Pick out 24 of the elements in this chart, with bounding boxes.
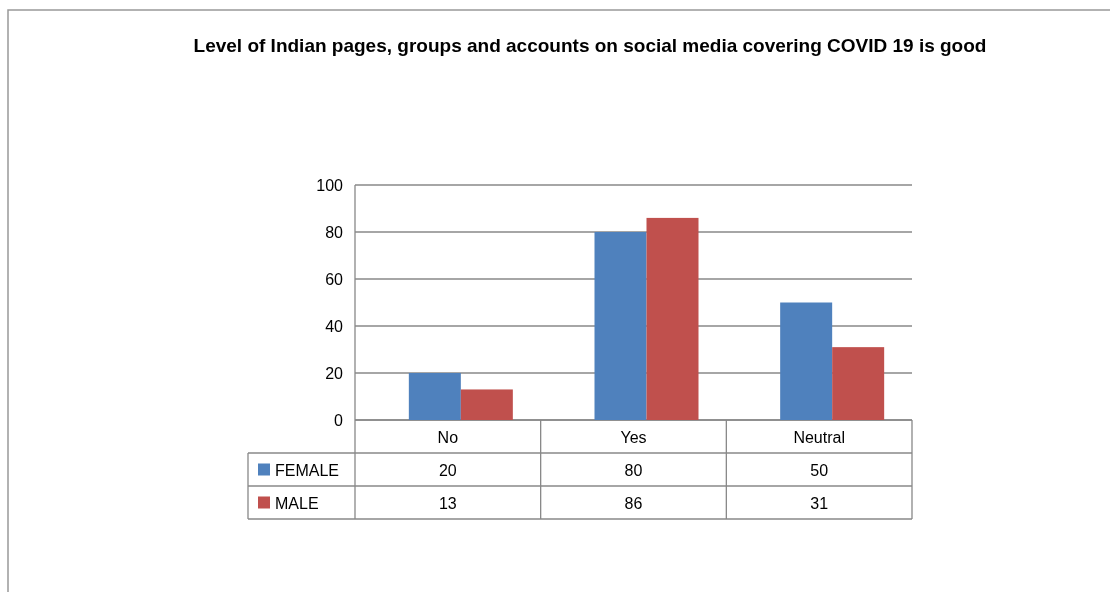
bar — [832, 347, 885, 420]
data-label: 50 — [810, 461, 829, 479]
x-tick-label: Neutral — [793, 428, 845, 446]
data-label: 13 — [438, 494, 457, 512]
bar — [594, 232, 647, 420]
data-label: 31 — [810, 494, 829, 512]
y-tick-label: 0 — [334, 411, 344, 429]
bar — [408, 373, 461, 420]
x-tick-label: No — [437, 428, 459, 446]
bar — [780, 302, 833, 420]
data-label: 86 — [624, 494, 643, 512]
bar — [460, 389, 513, 420]
y-tick-label: 60 — [325, 270, 344, 288]
y-tick-label: 80 — [325, 223, 344, 241]
legend-label: MALE — [275, 494, 319, 512]
y-tick-label: 100 — [316, 176, 344, 194]
y-tick-label: 20 — [325, 364, 344, 382]
legend-label: FEMALE — [275, 461, 340, 479]
chart-title: Level of Indian pages, groups and accounts on social media covering COVID 19 is good — [193, 35, 987, 56]
data-label: 20 — [438, 461, 457, 479]
bar — [646, 217, 699, 420]
y-tick-label: 40 — [325, 317, 344, 335]
x-tick-label: Yes — [620, 428, 647, 446]
data-label: 80 — [624, 461, 643, 479]
